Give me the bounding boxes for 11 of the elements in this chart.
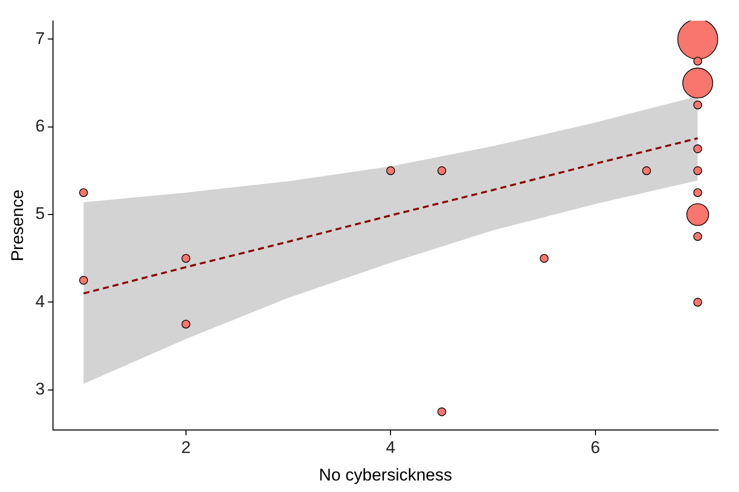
line-series <box>82 137 699 294</box>
y-tick-label: 3 <box>35 380 45 399</box>
y-tick-label: 6 <box>35 116 45 136</box>
x-tick-label: 4 <box>386 438 396 458</box>
y-axis-title: Presence <box>8 190 27 262</box>
y-tick-label: 7 <box>35 28 45 48</box>
x-axis-title: No cybersickness <box>318 465 452 484</box>
x-tick-label: 6 <box>590 438 600 458</box>
y-tick-label: 5 <box>35 204 45 224</box>
x-tick-label: 2 <box>181 438 191 458</box>
y-tick-label: 4 <box>35 292 45 311</box>
